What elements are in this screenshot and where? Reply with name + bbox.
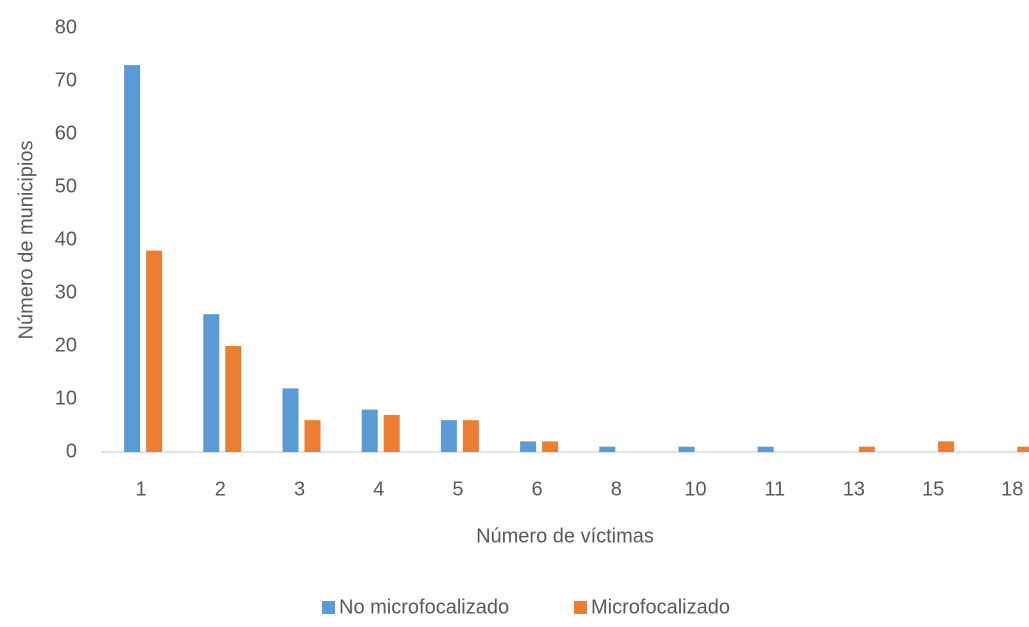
bar bbox=[225, 346, 242, 452]
bar bbox=[1017, 446, 1029, 452]
x-tick-label: 3 bbox=[294, 478, 305, 500]
bar bbox=[146, 250, 163, 452]
legend-swatch bbox=[574, 601, 587, 614]
bar bbox=[858, 446, 875, 452]
bar bbox=[520, 441, 537, 452]
legend-swatch bbox=[322, 601, 335, 614]
y-axis-label: Número de municipios bbox=[15, 141, 37, 340]
y-tick-label: 20 bbox=[55, 334, 77, 356]
x-tick-label: 4 bbox=[373, 478, 384, 500]
legend-label: No microfocalizado bbox=[339, 596, 509, 618]
bar bbox=[282, 388, 299, 452]
bar bbox=[542, 441, 559, 452]
x-tick-label: 18 bbox=[1001, 478, 1023, 500]
x-tick-label: 13 bbox=[843, 478, 865, 500]
bar bbox=[757, 446, 774, 452]
bar bbox=[361, 409, 378, 452]
y-tick-label: 10 bbox=[55, 387, 77, 409]
y-tick-label: 80 bbox=[55, 16, 77, 38]
bar bbox=[938, 441, 955, 452]
x-tick-label: 1 bbox=[136, 478, 147, 500]
bar bbox=[462, 420, 479, 452]
legend-label: Microfocalizado bbox=[591, 596, 730, 618]
bar bbox=[124, 65, 141, 452]
bar bbox=[599, 446, 616, 452]
x-tick-label: 10 bbox=[684, 478, 706, 500]
bar bbox=[678, 446, 695, 452]
bar bbox=[304, 420, 321, 452]
y-tick-label: 0 bbox=[66, 440, 77, 462]
x-tick-label: 15 bbox=[922, 478, 944, 500]
bar bbox=[203, 314, 220, 452]
x-tick-label: 11 bbox=[764, 478, 785, 500]
bar bbox=[440, 420, 457, 452]
bar bbox=[383, 414, 400, 452]
x-tick-label: 6 bbox=[532, 478, 543, 500]
y-tick-label: 70 bbox=[55, 69, 77, 91]
x-tick-label: 2 bbox=[215, 478, 226, 500]
y-tick-label: 30 bbox=[55, 281, 77, 303]
y-tick-label: 50 bbox=[55, 175, 77, 197]
x-tick-label: 5 bbox=[452, 478, 463, 500]
x-tick-label: 8 bbox=[611, 478, 622, 500]
x-axis-label: Número de víctimas bbox=[476, 525, 654, 547]
y-tick-label: 60 bbox=[55, 122, 77, 144]
y-tick-label: 40 bbox=[55, 228, 77, 250]
